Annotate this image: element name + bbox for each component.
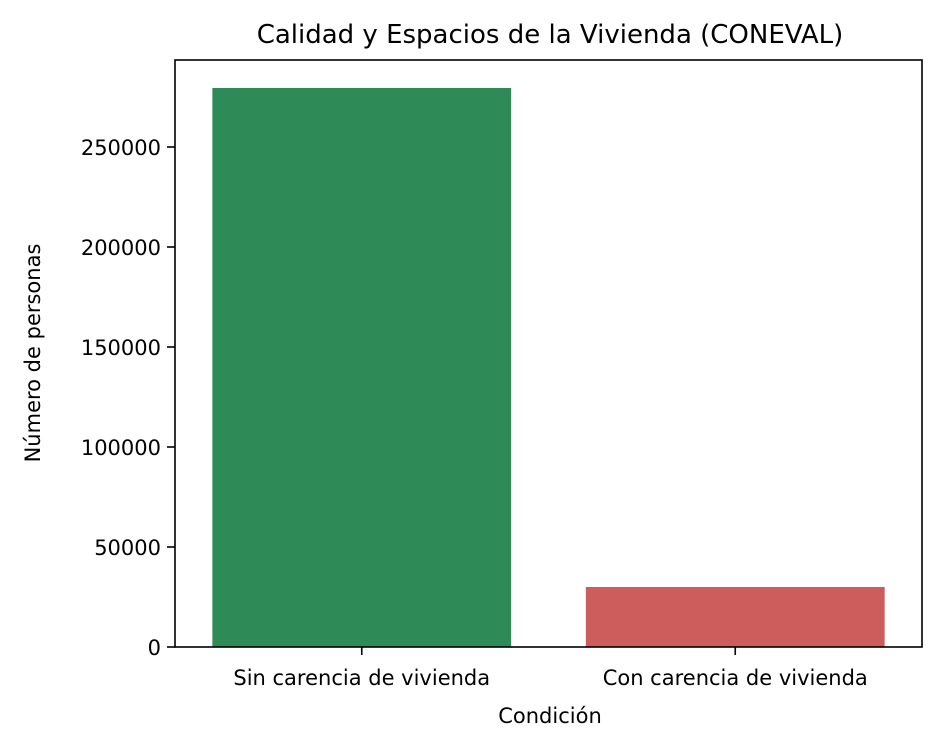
y-tick-label-4: 200000 (81, 236, 161, 260)
y-axis-ticks: 0 50000 100000 150000 200000 250000 (81, 136, 175, 660)
bar-1 (585, 587, 885, 647)
y-tick-label-2: 100000 (81, 436, 161, 460)
y-axis-title: Número de personas (21, 244, 45, 463)
chart-title: Calidad y Espacios de la Vivienda (CONEV… (257, 20, 844, 50)
y-tick-label-5: 250000 (81, 136, 161, 160)
x-axis-ticks: Sin carencia de vivienda Con carencia de … (233, 647, 868, 690)
x-axis-title: Condición (498, 704, 602, 728)
bar-0 (212, 88, 512, 647)
y-tick-label-1: 50000 (94, 536, 161, 560)
plot-frame (174, 59, 923, 648)
bars-group (212, 88, 885, 647)
y-tick-label-3: 150000 (81, 336, 161, 360)
x-tick-label-0: Sin carencia de vivienda (233, 666, 490, 690)
y-tick-label-0: 0 (148, 636, 161, 660)
x-tick-label-1: Con carencia de vivienda (603, 666, 868, 690)
